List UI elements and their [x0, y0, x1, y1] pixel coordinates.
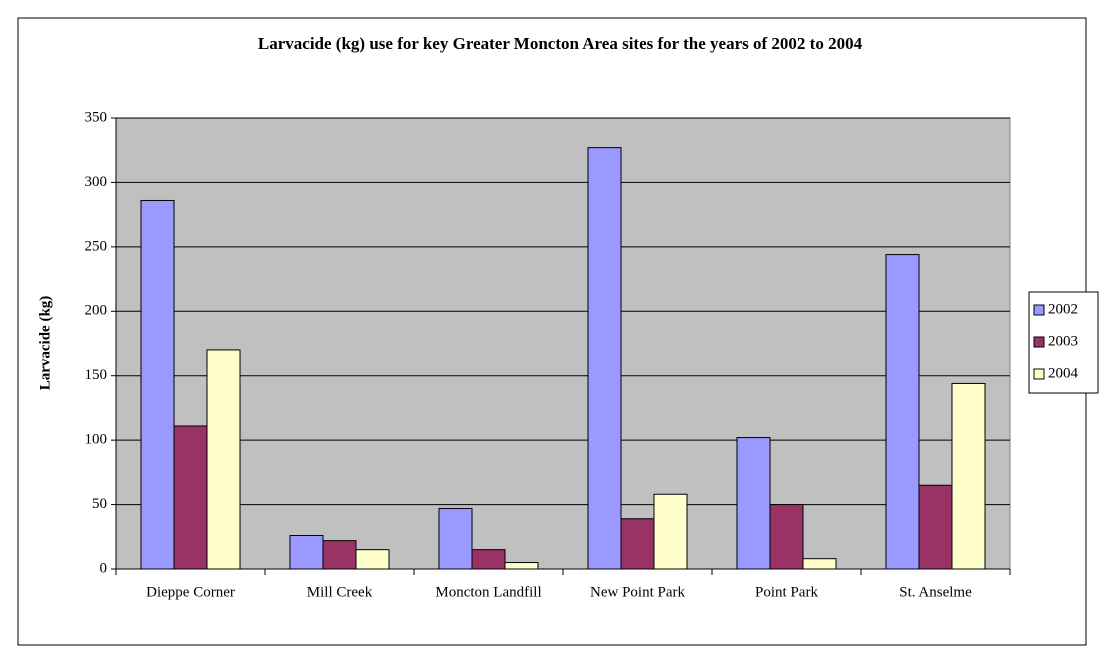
legend-swatch [1033, 368, 1045, 380]
x-tick-label: St. Anselme [899, 584, 972, 600]
y-axis-label: Larvacide (kg) [37, 296, 53, 391]
legend-label: 2004 [1048, 365, 1079, 381]
bar [769, 504, 804, 570]
y-tick-label: 250 [85, 238, 108, 254]
legend-swatch [1033, 304, 1045, 316]
y-tick-label: 200 [85, 303, 108, 319]
x-tick-label: New Point Park [590, 584, 685, 600]
bar [885, 254, 920, 570]
bar [620, 518, 655, 570]
bar [173, 425, 208, 570]
bar [802, 558, 837, 570]
legend-swatch [1033, 336, 1045, 348]
y-tick-label: 350 [85, 109, 108, 125]
bar [355, 549, 390, 570]
x-tick-label: Dieppe Corner [146, 584, 235, 600]
y-tick-label: 300 [85, 174, 108, 190]
bar [918, 484, 953, 570]
bar [736, 437, 771, 570]
x-tick-label: Moncton Landfill [435, 584, 541, 600]
bar [289, 534, 324, 570]
bar [438, 507, 473, 570]
y-tick-label: 0 [100, 560, 108, 576]
y-tick-label: 100 [85, 432, 108, 448]
plot-area [115, 117, 1011, 570]
x-tick-label: Mill Creek [307, 584, 373, 600]
chart-title: Larvacide (kg) use for key Greater Monct… [258, 34, 863, 53]
legend-label: 2003 [1048, 333, 1078, 349]
bar [951, 382, 986, 570]
bar [653, 493, 688, 570]
bar [140, 199, 175, 570]
y-tick-label: 50 [92, 496, 107, 512]
bar [587, 147, 622, 570]
y-tick-label: 150 [85, 367, 108, 383]
bar [504, 562, 539, 570]
bar [322, 540, 357, 570]
bar [206, 349, 241, 570]
bar [471, 549, 506, 570]
legend-label: 2002 [1048, 301, 1078, 317]
x-tick-label: Point Park [755, 584, 818, 600]
